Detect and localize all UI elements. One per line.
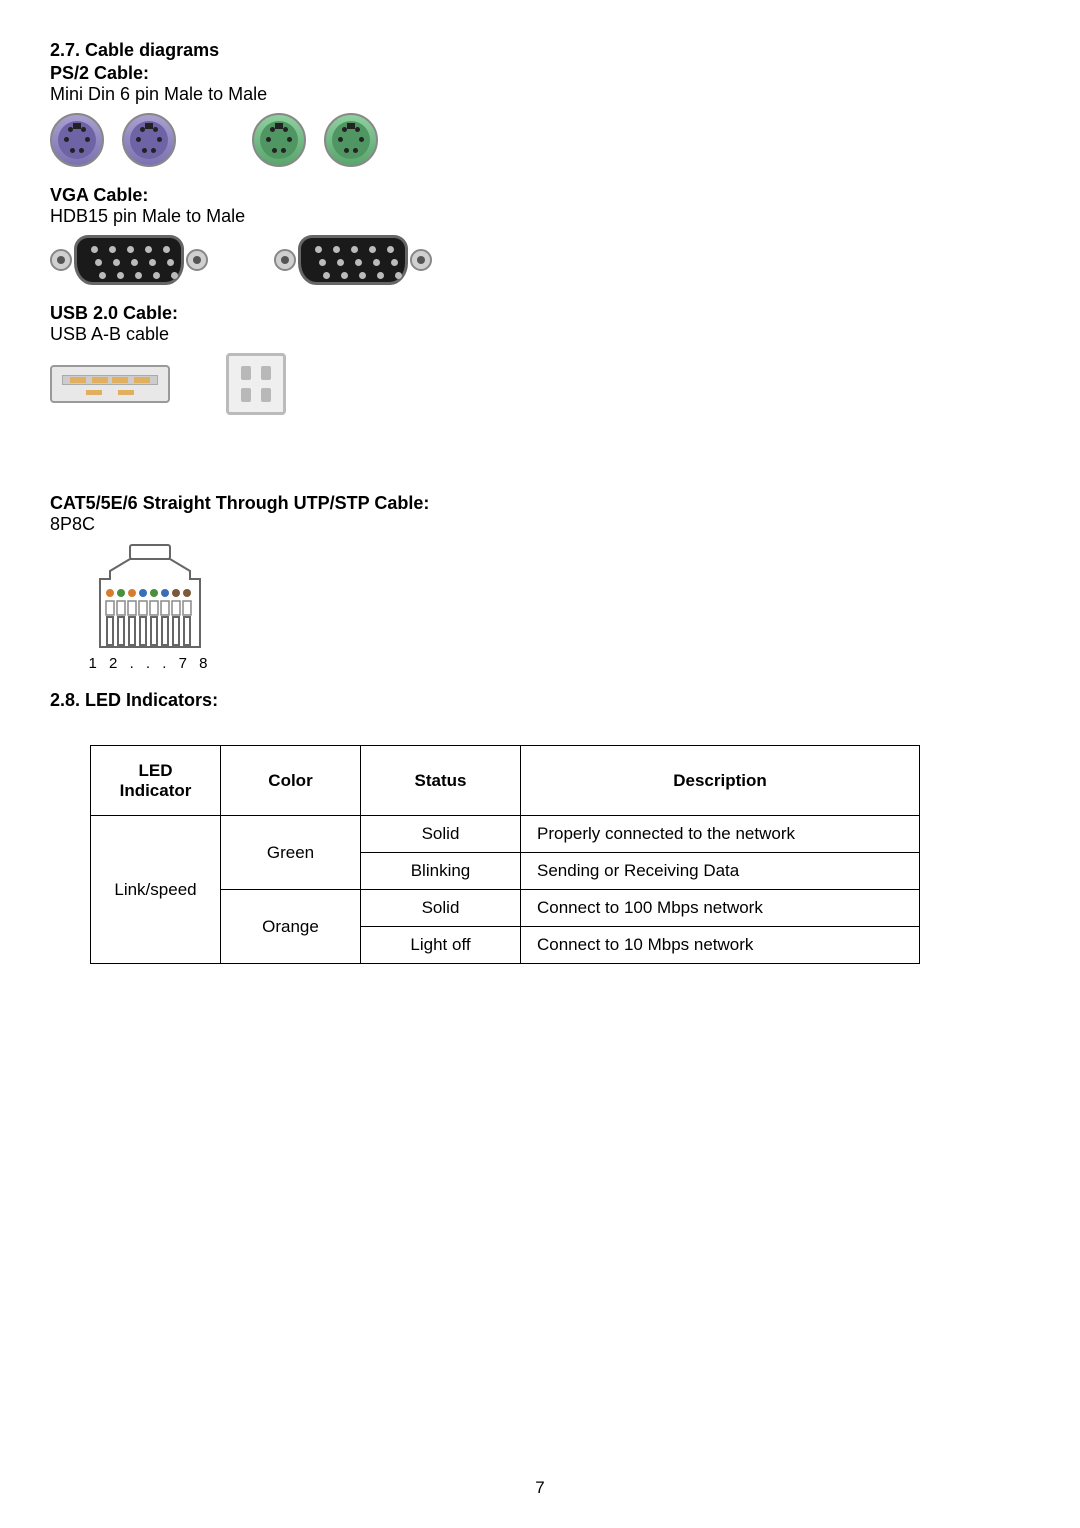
th-indicator: LED Indicator <box>91 746 221 816</box>
cat5-block: CAT5/5E/6 Straight Through UTP/STP Cable… <box>50 493 1030 672</box>
cell-status: Light off <box>361 927 521 964</box>
th-description: Description <box>521 746 920 816</box>
cell-status: Blinking <box>361 853 521 890</box>
cell-description: Connect to 10 Mbps network <box>521 927 920 964</box>
usb-desc: USB A-B cable <box>50 324 1030 345</box>
section-number: 2.8. <box>50 690 80 710</box>
cell-color: Orange <box>221 890 361 964</box>
section-title: Cable diagrams <box>85 40 219 60</box>
cell-description: Properly connected to the network <box>521 816 920 853</box>
cell-status: Solid <box>361 816 521 853</box>
vga-desc: HDB15 pin Male to Male <box>50 206 1030 227</box>
rj45-icon: 1 2 . . . 7 8 <box>80 543 220 672</box>
section-title: LED Indicators: <box>85 690 218 710</box>
usb-b-icon <box>226 353 286 415</box>
cell-color: Green <box>221 816 361 890</box>
ps2-purple-icon <box>50 113 104 167</box>
th-status: Status <box>361 746 521 816</box>
section-number: 2.7. <box>50 40 80 60</box>
ps2-heading: PS/2 Cable: <box>50 63 1030 84</box>
page-number: 7 <box>0 1478 1080 1498</box>
ps2-connectors <box>50 113 1030 167</box>
ps2-green-icon <box>252 113 306 167</box>
th-color: Color <box>221 746 361 816</box>
cat5-desc: 8P8C <box>50 514 1030 535</box>
usb-connectors <box>50 353 1030 415</box>
rj45-pins-label: 1 2 . . . 7 8 <box>80 655 220 672</box>
section-cable-diagrams: 2.7. Cable diagrams PS/2 Cable: Mini Din… <box>50 40 1030 415</box>
ps2-green-icon <box>324 113 378 167</box>
cell-description: Sending or Receiving Data <box>521 853 920 890</box>
heading-2-8: 2.8. LED Indicators: <box>50 690 1030 711</box>
usb-a-icon <box>50 365 170 403</box>
cell-description: Connect to 100 Mbps network <box>521 890 920 927</box>
vga-connector-icon <box>274 235 432 285</box>
cell-indicator: Link/speed <box>91 816 221 964</box>
table-row: Link/speed Green Solid Properly connecte… <box>91 816 920 853</box>
cat5-heading: CAT5/5E/6 Straight Through UTP/STP Cable… <box>50 493 1030 514</box>
vga-heading: VGA Cable: <box>50 185 1030 206</box>
ps2-desc: Mini Din 6 pin Male to Male <box>50 84 1030 105</box>
cell-status: Solid <box>361 890 521 927</box>
vga-connectors <box>50 235 1030 285</box>
heading-2-7: 2.7. Cable diagrams <box>50 40 1030 61</box>
led-indicators-table: LED Indicator Color Status Description L… <box>90 745 920 964</box>
vga-connector-icon <box>50 235 208 285</box>
usb-heading: USB 2.0 Cable: <box>50 303 1030 324</box>
ps2-purple-icon <box>122 113 176 167</box>
